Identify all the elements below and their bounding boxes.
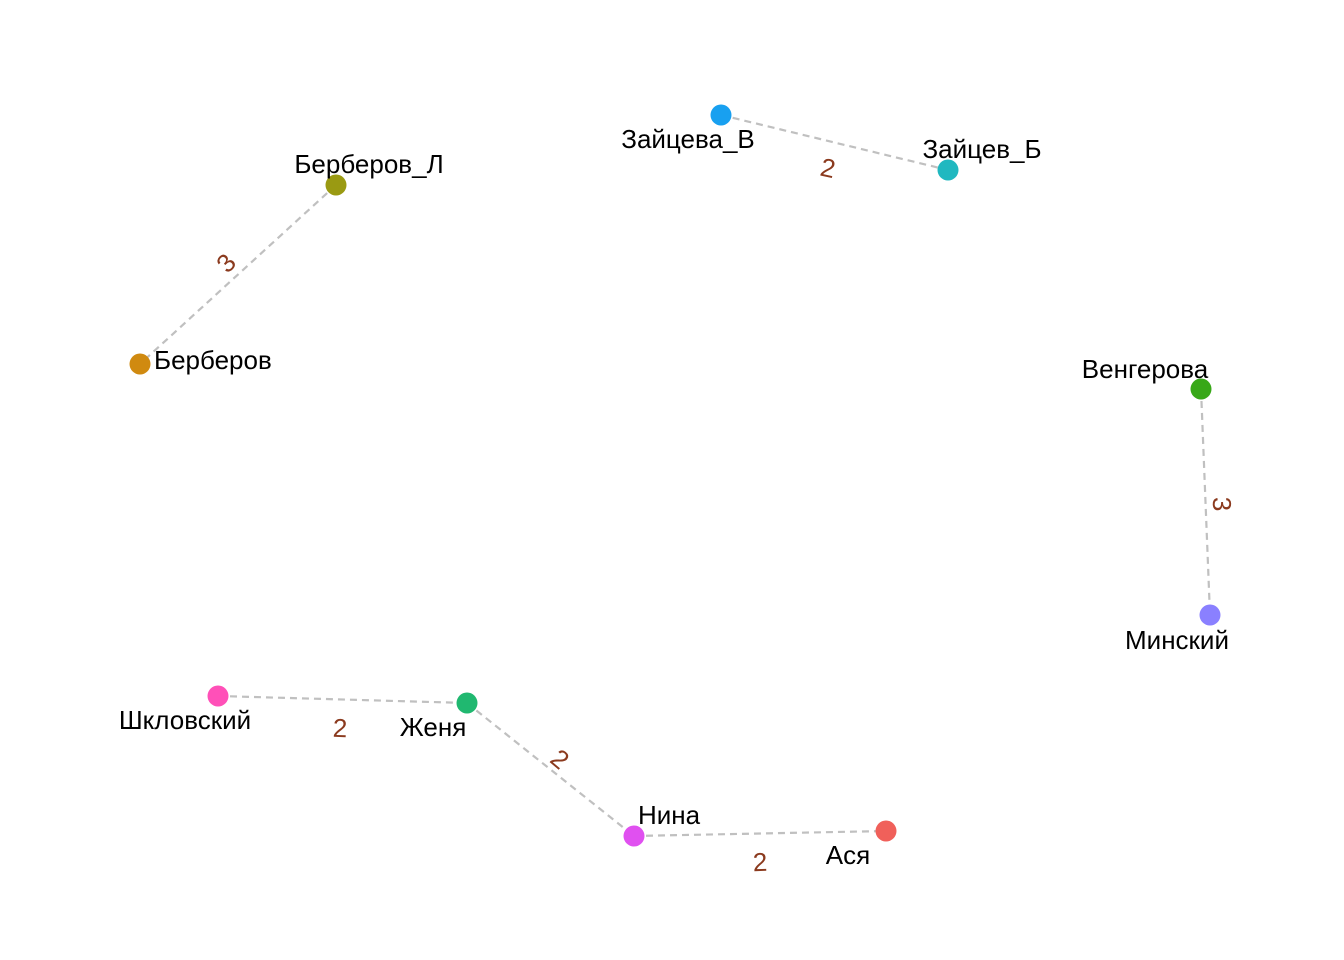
node-shklovsky bbox=[207, 685, 229, 707]
node-zaytseva_v bbox=[710, 104, 732, 126]
node-label-berberov: Берберов bbox=[154, 345, 272, 375]
node-zaytsev_b bbox=[937, 159, 959, 181]
node-label-asya: Ася bbox=[826, 840, 870, 870]
edge-weight-label: 2 bbox=[818, 152, 838, 184]
edge-weight-label: 2 bbox=[752, 847, 768, 877]
edge-berberov_l-berberov bbox=[139, 184, 337, 365]
edge-nina-asya bbox=[633, 829, 887, 838]
node-nina bbox=[623, 825, 645, 847]
node-label-zaytsev_b: Зайцев_Б bbox=[922, 134, 1041, 164]
node-label-vengerova: Венгерова bbox=[1082, 354, 1209, 384]
node-label-zhenya: Женя bbox=[400, 712, 467, 742]
node-asya bbox=[875, 820, 897, 842]
edge-vengerova-minsky bbox=[1199, 388, 1212, 616]
node-minsky bbox=[1199, 604, 1221, 626]
edge-zaytseva_v-zaytsev_b bbox=[720, 113, 949, 172]
node-berberov_l bbox=[325, 174, 347, 196]
node-label-minsky: Минский bbox=[1125, 625, 1229, 655]
edges-layer bbox=[139, 113, 1212, 838]
node-label-zaytseva_v: Зайцева_В bbox=[621, 124, 755, 154]
nodes-layer bbox=[129, 104, 1221, 847]
node-berberov bbox=[129, 353, 151, 375]
edge-weight-label: 2 bbox=[545, 743, 575, 775]
node-zhenya bbox=[456, 692, 478, 714]
edge-weight-label: 3 bbox=[1207, 496, 1237, 512]
node-label-berberov_l: Берберов_Л bbox=[294, 149, 443, 179]
node-label-shklovsky: Шкловский bbox=[119, 705, 251, 735]
node-vengerova bbox=[1190, 378, 1212, 400]
edge-shklovsky-zhenya bbox=[217, 694, 468, 705]
edge-weight-label: 2 bbox=[332, 713, 348, 743]
node-label-nina: Нина bbox=[638, 800, 701, 830]
node-labels-layer: Ася Берберов Берберов_Л Венгерова Женя Зайцев… bbox=[119, 124, 1229, 870]
